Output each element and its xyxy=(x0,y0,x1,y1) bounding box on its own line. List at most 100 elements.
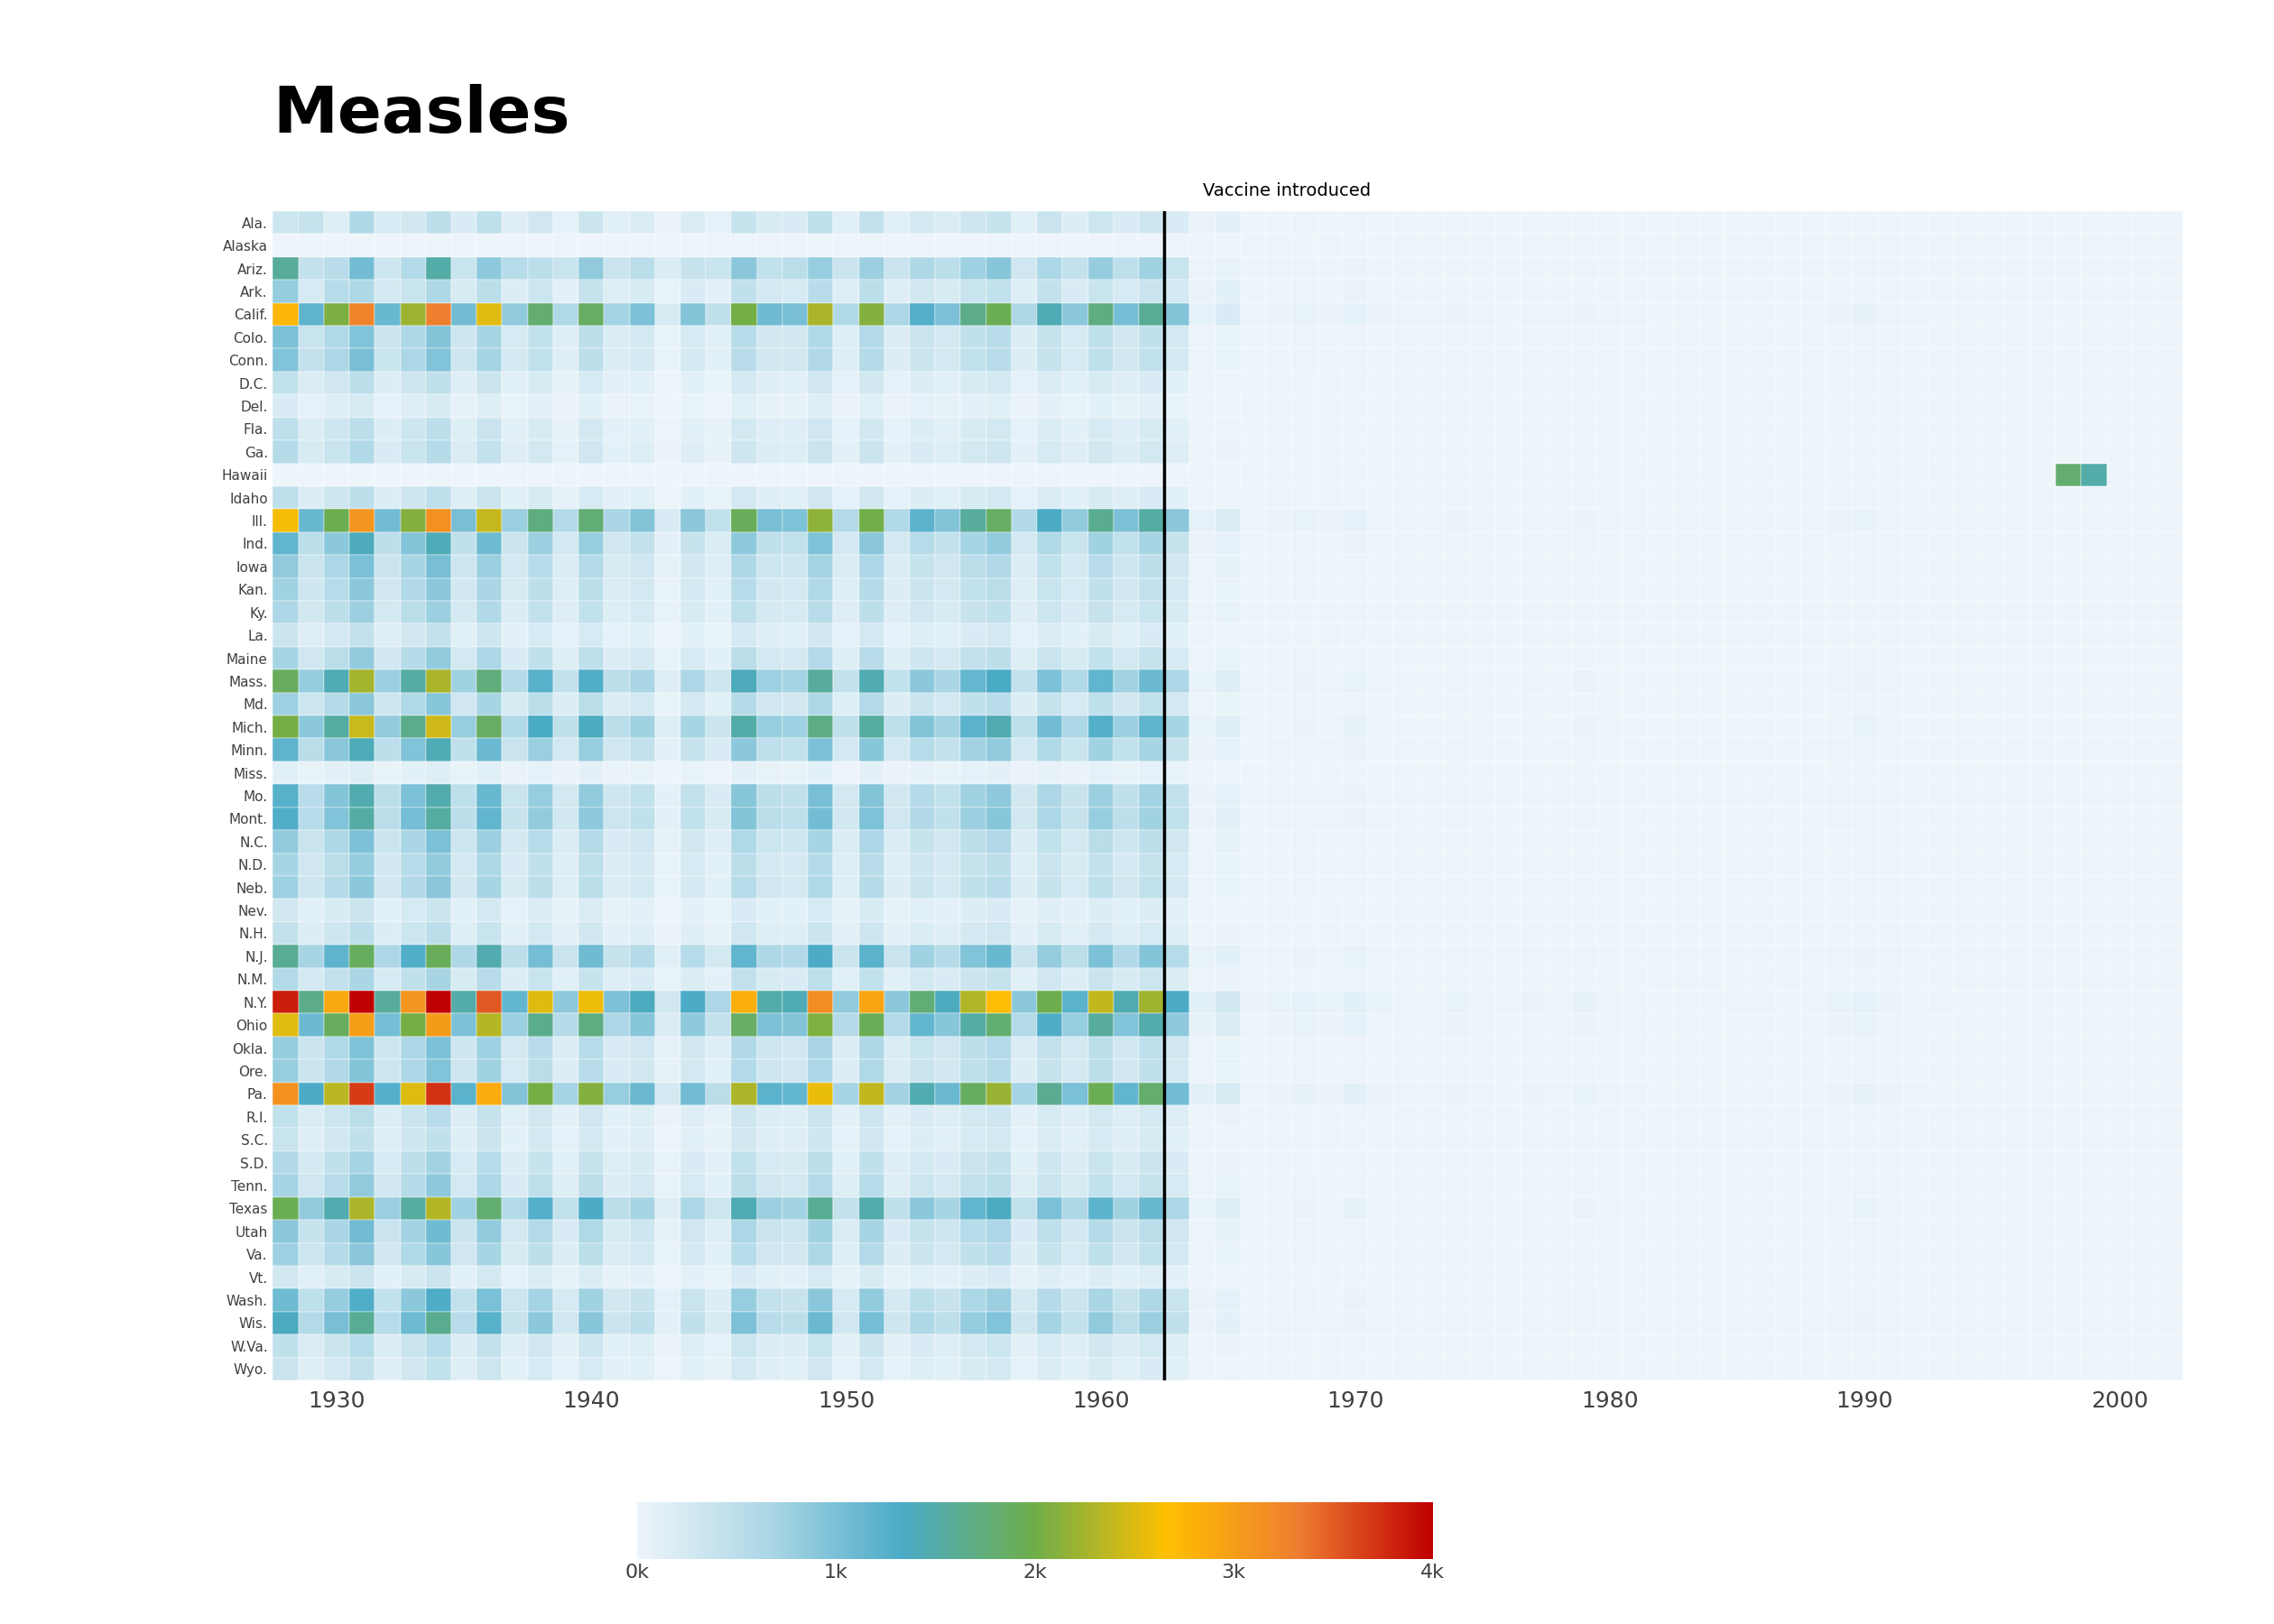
Bar xyxy=(553,669,578,692)
Bar xyxy=(2056,646,2081,669)
Bar xyxy=(910,1289,935,1312)
Bar xyxy=(1292,1197,1317,1220)
Bar xyxy=(757,1220,782,1242)
Bar xyxy=(680,1289,705,1312)
Bar xyxy=(1444,463,1469,486)
Bar xyxy=(1139,279,1164,302)
Bar xyxy=(1699,669,1724,692)
Bar xyxy=(400,326,425,349)
Bar xyxy=(655,211,680,234)
Bar xyxy=(1699,1289,1724,1312)
Bar xyxy=(1444,853,1469,875)
Bar xyxy=(2006,1082,2031,1106)
Bar xyxy=(1087,234,1114,257)
Bar xyxy=(1826,762,1851,784)
Bar xyxy=(1878,1335,1903,1358)
Bar xyxy=(2006,578,2031,601)
Bar xyxy=(2106,968,2133,991)
Bar xyxy=(1444,1312,1469,1335)
Bar xyxy=(1444,578,1469,601)
Bar xyxy=(655,533,680,555)
Bar xyxy=(1139,234,1164,257)
Bar xyxy=(2106,784,2133,807)
Bar xyxy=(1649,830,1674,853)
Bar xyxy=(1776,968,1801,991)
Bar xyxy=(910,395,935,417)
Bar xyxy=(2056,395,2081,417)
Bar xyxy=(450,991,478,1013)
Bar xyxy=(1496,1174,1521,1197)
Bar xyxy=(1521,1013,1546,1036)
Bar xyxy=(605,279,630,302)
Bar xyxy=(2158,578,2183,601)
Bar xyxy=(1267,257,1292,279)
Bar xyxy=(1139,395,1164,417)
Bar xyxy=(757,1289,782,1312)
Bar xyxy=(2031,762,2056,784)
Bar xyxy=(1444,1289,1469,1312)
Bar xyxy=(1087,1289,1114,1312)
Bar xyxy=(782,326,807,349)
Bar xyxy=(885,234,910,257)
Bar xyxy=(1087,739,1114,762)
Bar xyxy=(885,1289,910,1312)
Bar xyxy=(680,1335,705,1358)
Bar xyxy=(2133,1059,2158,1082)
Bar xyxy=(350,784,375,807)
Bar xyxy=(273,1358,298,1380)
Bar xyxy=(782,624,807,646)
Bar xyxy=(732,807,757,830)
Bar xyxy=(1751,211,1776,234)
Bar xyxy=(1776,1151,1801,1174)
Bar xyxy=(1751,900,1776,922)
Bar xyxy=(885,784,910,807)
Bar xyxy=(2081,1289,2106,1312)
Bar xyxy=(503,1265,528,1289)
Bar xyxy=(1292,991,1317,1013)
Bar xyxy=(1342,601,1369,624)
Bar xyxy=(350,624,375,646)
Bar xyxy=(1928,1151,1953,1174)
Bar xyxy=(350,1265,375,1289)
Bar xyxy=(655,1289,680,1312)
Bar xyxy=(1496,211,1521,234)
Bar xyxy=(1267,211,1292,234)
Bar xyxy=(910,1220,935,1242)
Bar xyxy=(1521,1312,1546,1335)
Bar xyxy=(1521,1036,1546,1059)
Bar xyxy=(1699,762,1724,784)
Bar xyxy=(832,991,860,1013)
Bar xyxy=(553,372,578,395)
Bar xyxy=(1317,1312,1342,1335)
Bar xyxy=(807,1129,832,1151)
Bar xyxy=(1114,1151,1139,1174)
Bar xyxy=(705,1265,732,1289)
Bar xyxy=(478,1082,503,1106)
Bar xyxy=(732,1036,757,1059)
Bar xyxy=(478,968,503,991)
Bar xyxy=(1164,211,1189,234)
Bar xyxy=(1139,578,1164,601)
Bar xyxy=(528,510,553,533)
Bar xyxy=(2106,875,2133,900)
Bar xyxy=(503,302,528,326)
Bar xyxy=(757,762,782,784)
Bar xyxy=(705,875,732,900)
Bar xyxy=(2031,945,2056,968)
Bar xyxy=(1164,463,1189,486)
Bar xyxy=(298,1013,323,1036)
Bar xyxy=(503,991,528,1013)
Bar xyxy=(1801,1082,1826,1106)
Bar xyxy=(987,739,1012,762)
Bar xyxy=(2031,1312,2056,1335)
Bar xyxy=(1571,1106,1596,1129)
Bar xyxy=(503,945,528,968)
Bar xyxy=(1444,1082,1469,1106)
Bar xyxy=(2158,784,2183,807)
Bar xyxy=(680,533,705,555)
Bar xyxy=(1469,1358,1496,1380)
Bar xyxy=(1826,1013,1851,1036)
Bar xyxy=(1242,739,1267,762)
Bar xyxy=(1674,853,1699,875)
Bar xyxy=(298,807,323,830)
